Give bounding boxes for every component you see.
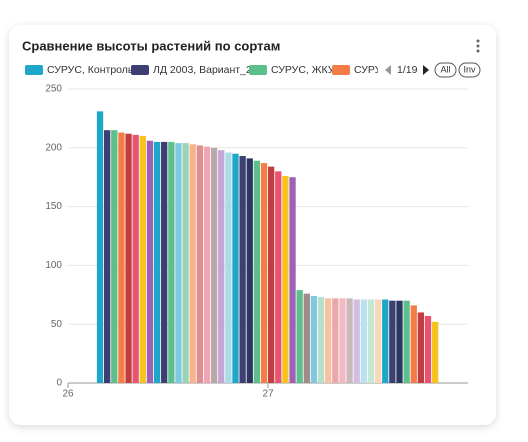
bar [389, 300, 396, 383]
bar [424, 315, 432, 383]
bar [104, 130, 111, 383]
y-tick-label: 50 [51, 319, 63, 330]
bar [275, 171, 282, 383]
bar [246, 158, 253, 383]
bar [303, 293, 310, 383]
bar [168, 141, 175, 383]
bar [96, 111, 104, 384]
bar [382, 299, 389, 383]
bar [260, 163, 268, 383]
legend-swatch [25, 65, 43, 75]
bar [225, 152, 232, 383]
bar [431, 321, 439, 383]
bar [189, 144, 196, 383]
bar [268, 166, 275, 383]
bar [175, 143, 182, 383]
bar [161, 141, 168, 383]
bar [282, 176, 289, 383]
bar [339, 298, 346, 383]
bar [196, 145, 203, 383]
legend-swatch [332, 65, 350, 75]
bar [325, 298, 332, 383]
bar [296, 290, 303, 383]
bar [317, 297, 325, 383]
bar [232, 153, 239, 383]
menu-button[interactable] [476, 39, 480, 53]
all-button-label: All [440, 64, 450, 74]
bar [396, 300, 403, 383]
legend-label: ЛД 2003, Вариант_2 [153, 64, 252, 76]
legend-label: СУРУС, Контроль [47, 64, 134, 76]
legend-label: СУРУС [354, 64, 389, 76]
y-tick-label: 200 [45, 142, 62, 153]
bar [218, 150, 225, 383]
bar [332, 298, 339, 383]
x-tick-label: 26 [62, 389, 74, 400]
bar [132, 134, 139, 383]
bar [374, 299, 382, 383]
bar [310, 295, 318, 383]
bar [289, 177, 296, 383]
legend-swatch [249, 65, 267, 75]
bar [210, 147, 218, 383]
inv-button[interactable] [458, 62, 481, 78]
inv-button-label: Inv [463, 64, 476, 74]
bar [253, 160, 261, 383]
bar [118, 132, 125, 383]
x-tick-label: 27 [262, 389, 274, 400]
bar [153, 141, 161, 383]
bar [203, 146, 211, 383]
all-button[interactable] [434, 62, 457, 78]
legend-swatch [131, 65, 149, 75]
bar [125, 133, 132, 383]
y-tick-label: 150 [45, 201, 62, 212]
bar [346, 298, 353, 383]
bar [353, 299, 360, 383]
bar [360, 299, 367, 383]
bar [111, 130, 118, 383]
legend-next[interactable] [423, 65, 429, 75]
bar [410, 305, 417, 383]
bar [182, 143, 189, 383]
bar [403, 300, 410, 383]
legend-page: 1/19 [397, 64, 418, 76]
y-tick-label: 250 [45, 84, 62, 95]
bar [417, 312, 425, 383]
y-tick-label: 0 [56, 378, 62, 389]
bar [139, 136, 146, 383]
y-tick-label: 100 [45, 260, 62, 271]
chart-title: Сравнение высоты растений по сортам [22, 38, 280, 53]
legend-label: СУРУС, ЖКУ [271, 64, 335, 76]
bar [146, 140, 154, 383]
bar [367, 299, 375, 383]
legend-prev[interactable] [385, 65, 391, 75]
bar [239, 156, 246, 383]
